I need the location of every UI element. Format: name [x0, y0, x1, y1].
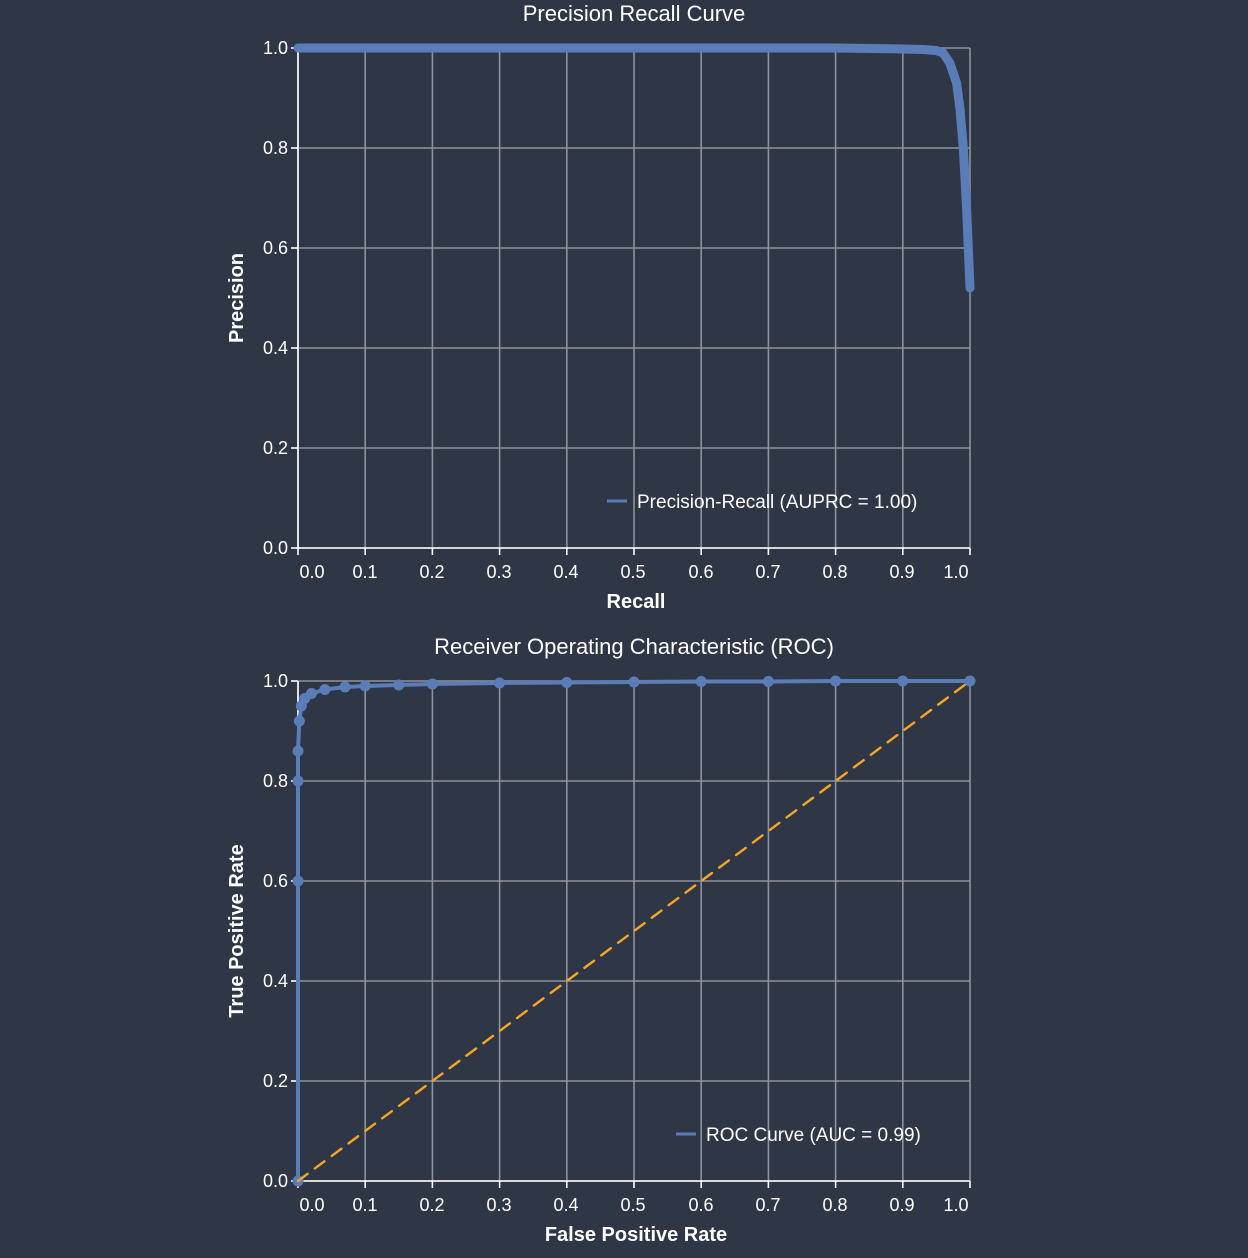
- x-tick-label: 0.3: [486, 1195, 511, 1215]
- reference-diagonal-line: [296, 679, 972, 1183]
- series-line: [293, 43, 975, 293]
- series-point: [305, 688, 317, 699]
- y-tick-label: 0.4: [263, 338, 288, 358]
- series-point: [695, 676, 707, 687]
- x-tick-label: 0.2: [419, 1195, 444, 1215]
- series-point: [628, 676, 640, 688]
- series-point: [292, 875, 304, 887]
- series-point: [292, 745, 304, 757]
- chart-title: Receiver Operating Characteristic (ROC): [434, 634, 834, 659]
- x-tick-label: 1.0: [943, 562, 968, 582]
- x-axis-label: Recall: [607, 591, 666, 613]
- x-tick-label: 1.0: [943, 1195, 968, 1215]
- series-group: [293, 43, 975, 293]
- x-tick-label: 0.0: [299, 562, 324, 582]
- x-tick-label: 0.7: [755, 562, 780, 582]
- y-tick-label: 0.8: [263, 138, 288, 158]
- y-tick-label: 0.0: [263, 1171, 288, 1191]
- legend: ROC Curve (AUC = 0.99): [676, 1125, 921, 1146]
- tick-labels: 0.0 0.1 0.2 0.3 0.4 0.5 0.6 0.7 0.8 0.9 1.0 0.0 0.2 0…: [263, 671, 969, 1215]
- x-tick-label: 0.0: [299, 1195, 324, 1215]
- y-tick-label: 0.6: [263, 871, 288, 891]
- y-tick-label: 0.2: [263, 1071, 288, 1091]
- series-point: [339, 681, 351, 693]
- legend-label: ROC Curve (AUC = 0.99): [706, 1125, 921, 1146]
- series-point: [897, 675, 909, 687]
- tick-labels: 0.0 0.1 0.2 0.3 0.4 0.5 0.6 0.7 0.8 0.9 1.0 0.0 0.2 0…: [263, 38, 969, 582]
- x-tick-label: 0.9: [889, 562, 914, 582]
- x-tick-label: 0.3: [486, 562, 511, 582]
- roc-chart: Receiver Operating Characteristic (ROC) …: [226, 634, 976, 1246]
- x-tick-label: 0.9: [889, 1195, 914, 1215]
- series-point: [964, 675, 976, 687]
- x-tick-label: 0.4: [553, 562, 578, 582]
- y-tick-label: 0.2: [263, 438, 288, 458]
- y-tick-label: 0.8: [263, 771, 288, 791]
- series-point: [292, 775, 304, 787]
- grid: [297, 47, 971, 549]
- series-point: [830, 675, 842, 687]
- x-tick-label: 0.8: [822, 1195, 847, 1215]
- x-tick-label: 0.6: [688, 562, 713, 582]
- series-point: [494, 677, 506, 689]
- x-tick-label: 0.5: [620, 562, 645, 582]
- series-point: [426, 678, 438, 690]
- chart-title: Precision Recall Curve: [523, 1, 746, 26]
- x-tick-label: 0.5: [620, 1195, 645, 1215]
- y-tick-label: 0.4: [263, 971, 288, 991]
- x-tick-label: 0.1: [352, 1195, 377, 1215]
- series-point: [293, 715, 305, 727]
- series-point: [359, 680, 371, 692]
- y-tick-label: 0.6: [263, 238, 288, 258]
- x-tick-label: 0.2: [419, 562, 444, 582]
- x-tick-label: 0.1: [352, 562, 377, 582]
- series-group: [292, 675, 976, 1187]
- legend-label: Precision-Recall (AUPRC = 1.00): [637, 492, 917, 513]
- series-point: [393, 679, 405, 691]
- precision-recall-chart: Precision Recall Curve 0.0 0.1 0.2 0.3 0.4 0.…: [226, 1, 975, 613]
- y-axis-label: True Positive Rate: [226, 844, 248, 1017]
- x-axis-label: False Positive Rate: [545, 1224, 727, 1246]
- x-tick-label: 0.4: [553, 1195, 578, 1215]
- x-tick-label: 0.6: [688, 1195, 713, 1215]
- y-tick-label: 1.0: [263, 38, 288, 58]
- y-tick-label: 1.0: [263, 671, 288, 691]
- series-point: [561, 677, 573, 688]
- axes: [291, 680, 971, 1188]
- legend: Precision-Recall (AUPRC = 1.00): [607, 492, 917, 513]
- series-point: [762, 676, 774, 687]
- x-tick-label: 0.7: [755, 1195, 780, 1215]
- y-axis-label: Precision: [226, 253, 248, 343]
- y-tick-label: 0.0: [263, 538, 288, 558]
- axes: [291, 47, 971, 555]
- series-point: [319, 684, 331, 695]
- x-tick-label: 0.8: [822, 562, 847, 582]
